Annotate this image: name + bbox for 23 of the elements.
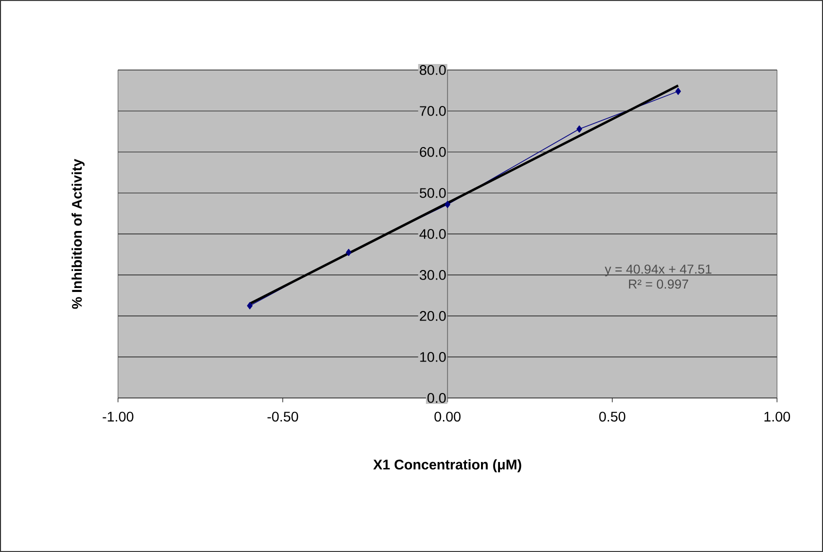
y-tick-label: 30.0: [420, 270, 446, 280]
y-tick-label: 70.0: [420, 106, 446, 116]
x-tick-label: -0.50: [267, 412, 298, 422]
point: [675, 88, 681, 95]
y-tick-label: 20.0: [420, 311, 446, 321]
x-axis-title: X1 Concentration (μM): [373, 459, 522, 472]
y-axis-title: % Inhibition of Activity: [72, 158, 85, 309]
x-tick-label: 0.50: [599, 412, 626, 422]
point: [576, 125, 582, 133]
point: [247, 302, 253, 310]
annotation: y = 40.94x + 47.51: [604, 264, 712, 276]
x-tick-label: 0.00: [434, 412, 461, 422]
x-tick-label: -1.00: [102, 412, 134, 422]
x-tick-label: 1.00: [764, 412, 790, 422]
y-tick-label: 60.0: [420, 147, 446, 157]
point: [346, 248, 352, 256]
y-tick-label: 0.0: [427, 393, 446, 403]
y-tick-label: 80.0: [420, 65, 446, 75]
y-tick-label: 50.0: [420, 188, 446, 198]
annotation: R² = 0.997: [629, 280, 688, 289]
point: [444, 200, 450, 208]
y-tick-label: 40.0: [419, 229, 446, 239]
y-tick-label: 10.0: [420, 352, 446, 362]
